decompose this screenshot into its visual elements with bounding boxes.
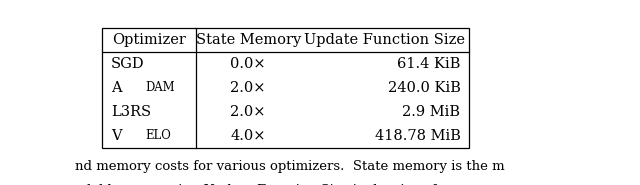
Text: odel by comparing Update Function Size is the size of t: odel by comparing Update Function Size i… <box>75 184 446 185</box>
Text: 61.4 KiB: 61.4 KiB <box>397 57 460 71</box>
Text: 2.0×: 2.0× <box>230 105 266 119</box>
Text: 2.9 MiB: 2.9 MiB <box>403 105 460 119</box>
Text: 4.0×: 4.0× <box>230 129 266 143</box>
Text: SGD: SGD <box>111 57 145 71</box>
Text: nd memory costs for various optimizers.  State memory is the m: nd memory costs for various optimizers. … <box>75 160 505 173</box>
Text: L3RS: L3RS <box>111 105 152 119</box>
Text: 2.0×: 2.0× <box>230 81 266 95</box>
Text: Update Function Size: Update Function Size <box>305 33 465 47</box>
Text: 240.0 KiB: 240.0 KiB <box>388 81 460 95</box>
Text: State Memory: State Memory <box>196 33 301 47</box>
Text: Optimizer: Optimizer <box>112 33 186 47</box>
Text: ELO: ELO <box>145 129 171 142</box>
Text: V: V <box>111 129 122 143</box>
Text: 418.78 MiB: 418.78 MiB <box>374 129 460 143</box>
Text: 0.0×: 0.0× <box>230 57 266 71</box>
Text: DAM: DAM <box>145 81 175 94</box>
Text: A: A <box>111 81 122 95</box>
